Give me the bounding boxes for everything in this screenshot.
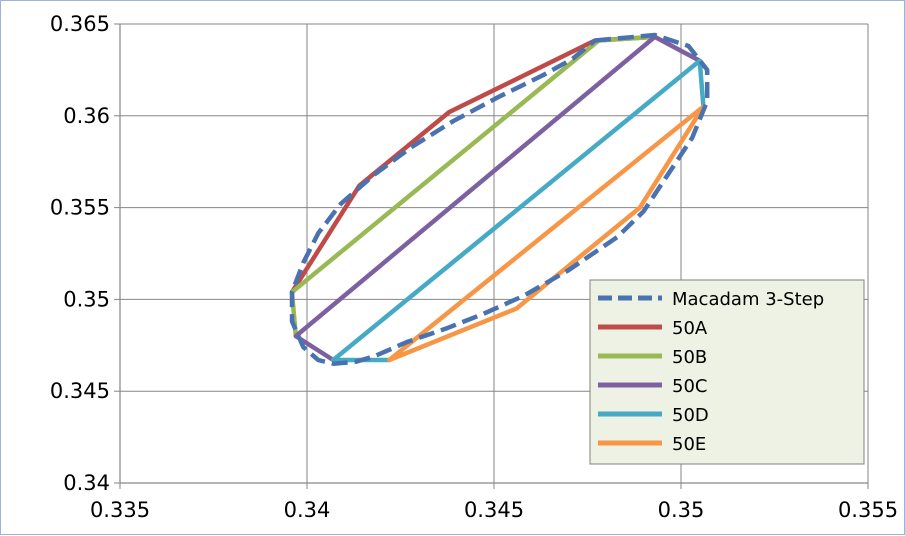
tick-labels: 0.335 0.34 0.345 0.35 0.355 0.34 0.345 0.35 0.35… <box>50 12 898 522</box>
x-tick-label: 0.335 <box>90 498 150 522</box>
legend-label: 50D <box>672 405 709 426</box>
y-tick-label: 0.365 <box>50 12 110 36</box>
legend-label: 50E <box>672 434 706 455</box>
legend-label: Macadam 3-Step <box>672 289 824 310</box>
series-line-50c <box>293 34 702 363</box>
y-tick-label: 0.34 <box>63 471 110 495</box>
x-tick-label: 0.34 <box>284 498 331 522</box>
y-tick-label: 0.345 <box>50 379 110 403</box>
legend-label: 50A <box>672 318 708 339</box>
y-tick-label: 0.36 <box>63 104 110 128</box>
series-line-50a <box>289 34 658 295</box>
legend-box <box>589 279 865 465</box>
legend: Macadam 3-Step 50A 50B 50C 50D 50E <box>589 279 865 465</box>
series-line-macadam-3-step <box>289 32 710 366</box>
x-tick-label: 0.355 <box>838 498 898 522</box>
axes <box>114 23 869 489</box>
y-tick-label: 0.35 <box>63 287 110 311</box>
legend-label: 50B <box>672 347 707 368</box>
series-layer <box>289 32 710 366</box>
x-tick-label: 0.35 <box>658 498 705 522</box>
x-tick-label: 0.345 <box>464 498 524 522</box>
y-tick-label: 0.355 <box>50 196 110 220</box>
legend-label: 50C <box>672 376 707 397</box>
series-line-50e <box>387 104 706 363</box>
